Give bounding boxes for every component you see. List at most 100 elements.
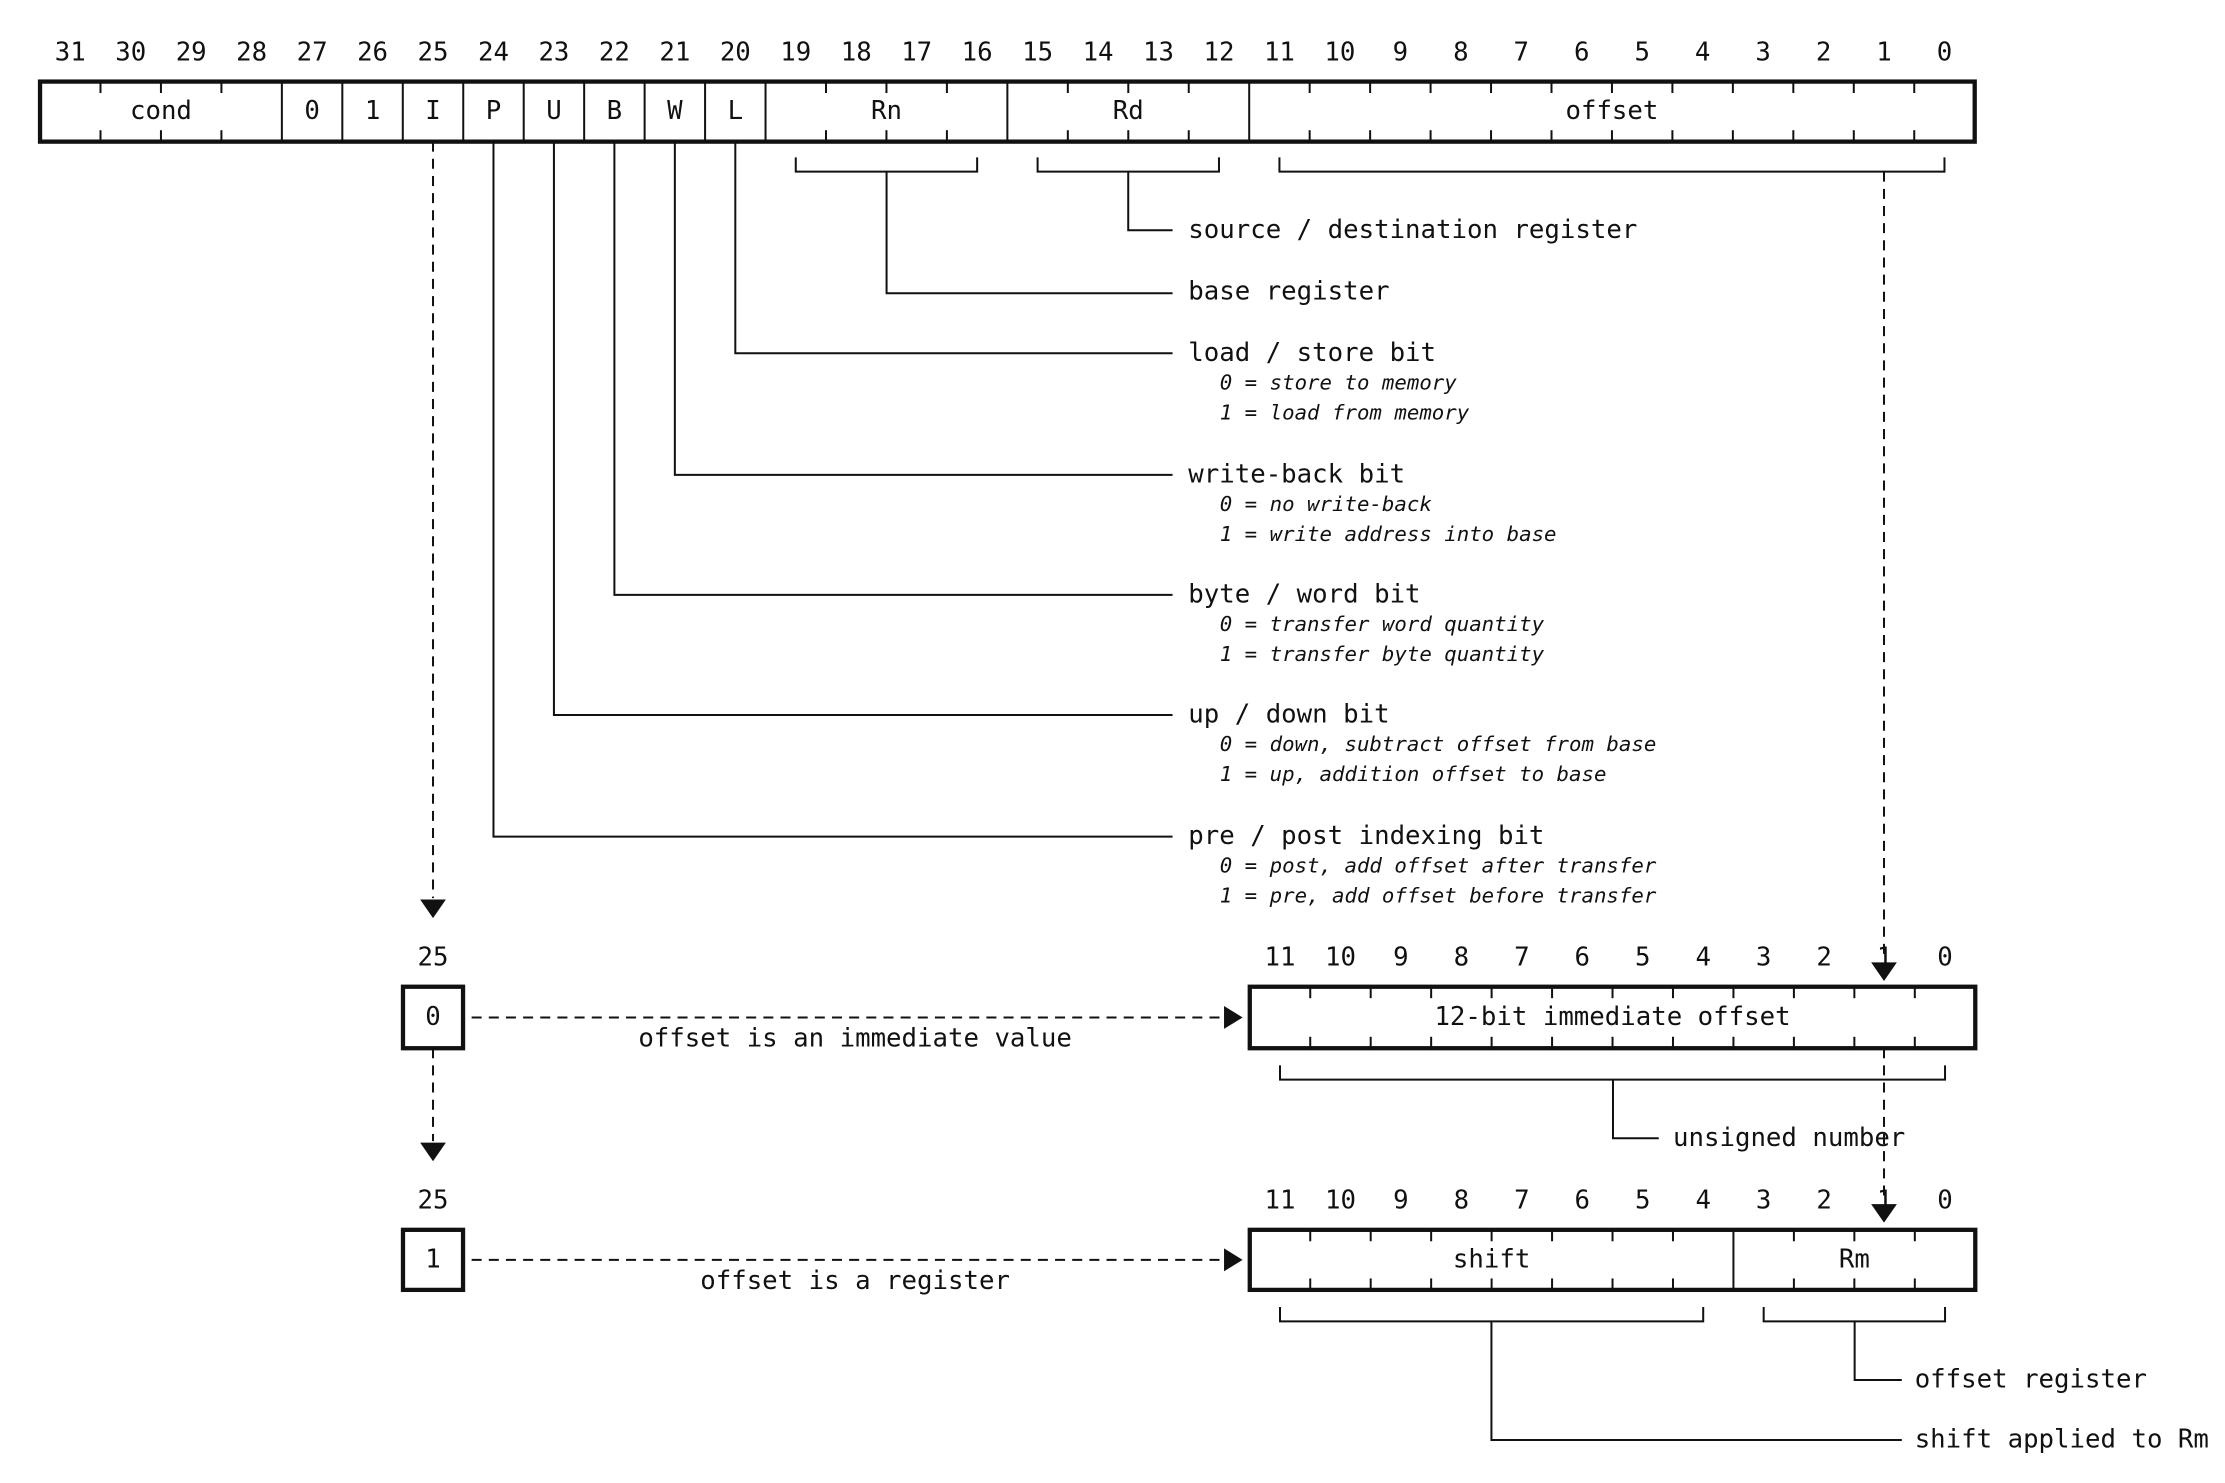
description-note: 1 = write address into base	[1220, 522, 1557, 546]
bit-number: 2	[1816, 1186, 1831, 1216]
description-note: 1 = up, addition offset to base	[1220, 762, 1607, 786]
bit-number: 5	[1635, 943, 1650, 973]
field-label: shift	[1453, 1244, 1530, 1274]
i-bit-value: 0	[425, 1002, 440, 1032]
bit-number: 5	[1634, 37, 1649, 67]
field-label: offset	[1565, 96, 1658, 126]
bit-number: 3	[1755, 37, 1770, 67]
bit-number: 7	[1514, 37, 1529, 67]
leader-line	[1127, 171, 1173, 232]
bit-number: 22	[599, 37, 630, 67]
description-title: source / destination register	[1188, 215, 1637, 245]
bit-number: 20	[720, 37, 751, 67]
arrow-head	[1224, 1248, 1243, 1272]
bit-number: 11	[1265, 1186, 1296, 1216]
bit-number: 4	[1695, 37, 1710, 67]
bit-number: 3	[1756, 943, 1771, 973]
bit-number: 13	[1143, 37, 1174, 67]
bit-number: 2	[1816, 37, 1831, 67]
bit-number: 5	[1635, 1186, 1650, 1216]
field-label: Rm	[1839, 1244, 1870, 1274]
bit-number: 27	[297, 37, 328, 67]
leader-line	[552, 141, 1173, 717]
bit-number: 11	[1265, 943, 1296, 973]
arrow-head	[1871, 962, 1897, 982]
arrow-label: offset is an immediate value	[638, 1023, 1072, 1053]
bit-number: 9	[1393, 943, 1408, 973]
bit-number: 10	[1324, 37, 1355, 67]
bracket	[1279, 1307, 1705, 1323]
bracket	[794, 157, 979, 173]
bit-number: 4	[1695, 943, 1710, 973]
i-bit-value: 1	[425, 1244, 440, 1274]
bit-number: 18	[841, 37, 872, 67]
bit-number: 9	[1393, 37, 1408, 67]
bit-number: 28	[236, 37, 267, 67]
description-note: 1 = load from memory	[1220, 400, 1470, 424]
bit-number: 7	[1514, 943, 1529, 973]
bit-number: 0	[1937, 37, 1952, 67]
leader-line	[492, 141, 1173, 838]
bracket	[1036, 157, 1220, 173]
field-label: L	[728, 96, 743, 126]
bit-number: 4	[1695, 1186, 1710, 1216]
description-note: 0 = store to memory	[1220, 370, 1458, 394]
arrow-head	[420, 899, 446, 919]
field-label: 12-bit immediate offset	[1434, 1002, 1790, 1032]
bit-number: 30	[115, 37, 146, 67]
bit-number: 23	[538, 37, 569, 67]
bracket	[1762, 1307, 1947, 1323]
field-label: P	[486, 96, 501, 126]
bit-number: 19	[780, 37, 811, 67]
bit-number: 0	[1937, 943, 1952, 973]
leader-line	[885, 171, 1173, 295]
arrow-head	[1871, 1204, 1897, 1223]
description-note: 0 = transfer word quantity	[1220, 612, 1545, 636]
description-title: load / store bit	[1188, 338, 1436, 368]
i-bit-box	[400, 1227, 466, 1293]
leader-line	[613, 141, 1173, 596]
bit-number: 6	[1575, 1186, 1590, 1216]
bit-number: 10	[1325, 1186, 1356, 1216]
leader-line	[673, 141, 1173, 476]
bit-number: 16	[962, 37, 993, 67]
bit-number: 29	[176, 37, 207, 67]
bit-number: 3	[1756, 1186, 1771, 1216]
bracket	[1279, 1065, 1947, 1081]
field-label: Rn	[871, 96, 902, 126]
description-note: 1 = transfer byte quantity	[1220, 642, 1545, 666]
bit-number: 1	[1877, 943, 1892, 973]
field-label: Rd	[1113, 96, 1144, 126]
bit-number: 1	[1876, 37, 1891, 67]
description-title: write-back bit	[1188, 459, 1405, 489]
leader-line	[1853, 1321, 1902, 1381]
bit-number: 24	[478, 37, 509, 67]
field-label: 0	[304, 96, 319, 126]
bit-number: 11	[1264, 37, 1295, 67]
note-label: offset register	[1915, 1364, 2147, 1394]
bit-number: 31	[55, 37, 86, 67]
bit-number: 2	[1816, 943, 1831, 973]
leader-line	[1490, 1321, 1902, 1442]
description-title: pre / post indexing bit	[1188, 821, 1544, 851]
leader-line	[734, 141, 1173, 355]
bit-number: 0	[1937, 1186, 1952, 1216]
bit-number: 14	[1083, 37, 1114, 67]
field-label: B	[607, 96, 622, 126]
i-bit-number: 25	[418, 943, 449, 973]
bit-number: 7	[1514, 1186, 1529, 1216]
bit-number: 17	[901, 37, 932, 67]
field-label: U	[546, 96, 561, 126]
bit-number: 25	[418, 37, 449, 67]
bit-number: 1	[1877, 1186, 1892, 1216]
bit-number: 12	[1203, 37, 1234, 67]
description-title: byte / word bit	[1188, 579, 1420, 609]
bit-number: 26	[357, 37, 388, 67]
bit-number: 6	[1575, 943, 1590, 973]
description-title: up / down bit	[1188, 700, 1389, 730]
bit-number: 8	[1453, 37, 1468, 67]
field-label: W	[667, 96, 683, 126]
note-label: unsigned number	[1673, 1123, 1905, 1153]
bit-number: 6	[1574, 37, 1589, 67]
